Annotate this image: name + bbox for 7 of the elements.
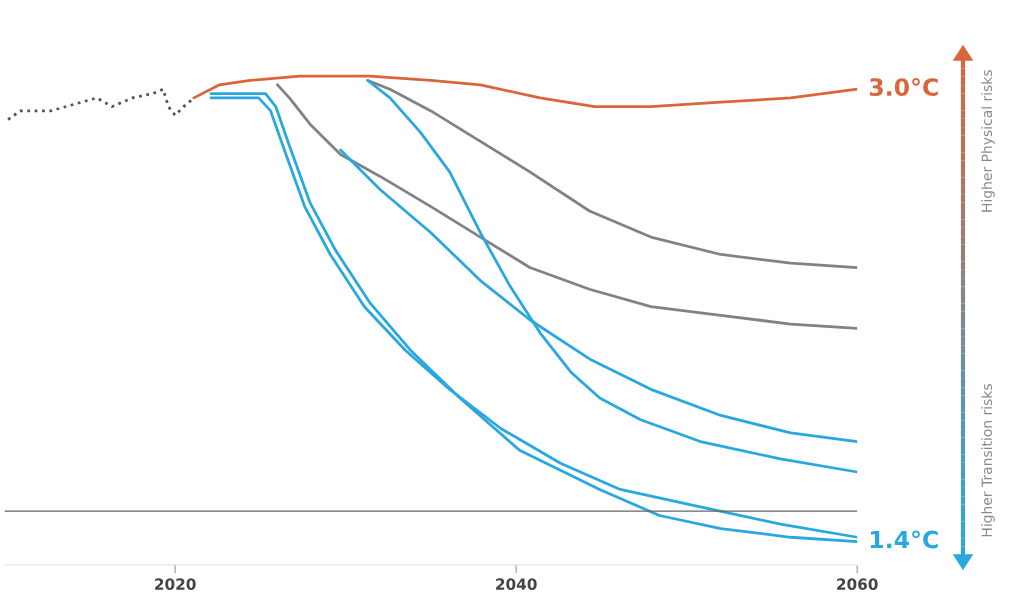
- x-tick-label: 2020: [155, 578, 196, 590]
- text: Higher Transition risks: [981, 384, 995, 537]
- annotation: 1.4°C: [870, 530, 938, 549]
- x-tick-label: 2060: [837, 578, 878, 590]
- annotation: 3.0°C: [869, 78, 938, 97]
- text: Higher Physical risks: [981, 70, 995, 212]
- x-tick-label: 2040: [496, 578, 537, 590]
